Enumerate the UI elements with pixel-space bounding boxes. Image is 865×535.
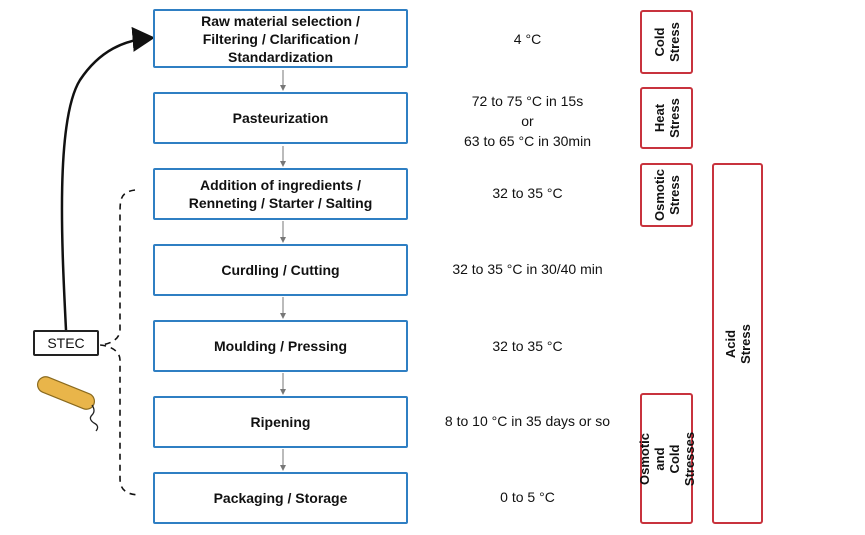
heat-stress-label: Heat Stress: [651, 98, 682, 138]
temp-ripening: 8 to 10 °C in 35 days or so: [444, 413, 611, 429]
heat-stress-box: Heat Stress: [640, 87, 693, 149]
osmotic-cold-stress-label: Osmotic and Cold Stresses: [636, 431, 697, 486]
temp-moulding: 32 to 35 °C: [492, 338, 563, 354]
acid-stress-box: Acid Stress: [712, 163, 763, 524]
osmotic-stress-box: Osmotic Stress: [640, 163, 693, 227]
step-raw-material: Raw material selection / Filtering / Cla…: [153, 9, 408, 68]
temp-curdling: 32 to 35 °C in 30/40 min: [452, 261, 603, 277]
step-ripening: Ripening: [153, 396, 408, 448]
temp-pasteurization: 72 to 75 °C in 15s or 63 to 65 °C in 30m…: [463, 93, 591, 149]
osmotic-cold-stress-box: Osmotic and Cold Stresses: [637, 393, 697, 524]
osmotic-stress-label: Osmotic Stress: [651, 168, 682, 222]
temp-raw-material: 4 °C: [513, 31, 542, 47]
step-packaging: Packaging / Storage: [153, 472, 408, 524]
cold-stress-label: Cold Stress: [651, 22, 682, 62]
bacterium-icon: [37, 376, 99, 432]
step-moulding: Moulding / Pressing: [153, 320, 408, 372]
temp-addition: 32 to 35 °C: [492, 185, 563, 201]
acid-stress-label: Acid Stress: [722, 323, 753, 364]
cold-stress-box: Cold Stress: [640, 10, 693, 74]
step-addition-of-ingredients: Addition of ingredients / Renneting / St…: [153, 168, 408, 220]
step-pasteurization: Pasteurization: [153, 92, 408, 144]
stec-label: STEC: [33, 330, 99, 356]
step-curdling: Curdling / Cutting: [153, 244, 408, 296]
contamination-arrow: [60, 26, 155, 331]
temp-packaging: 0 to 5 °C: [500, 489, 555, 505]
dashed-brace: [99, 189, 139, 496]
